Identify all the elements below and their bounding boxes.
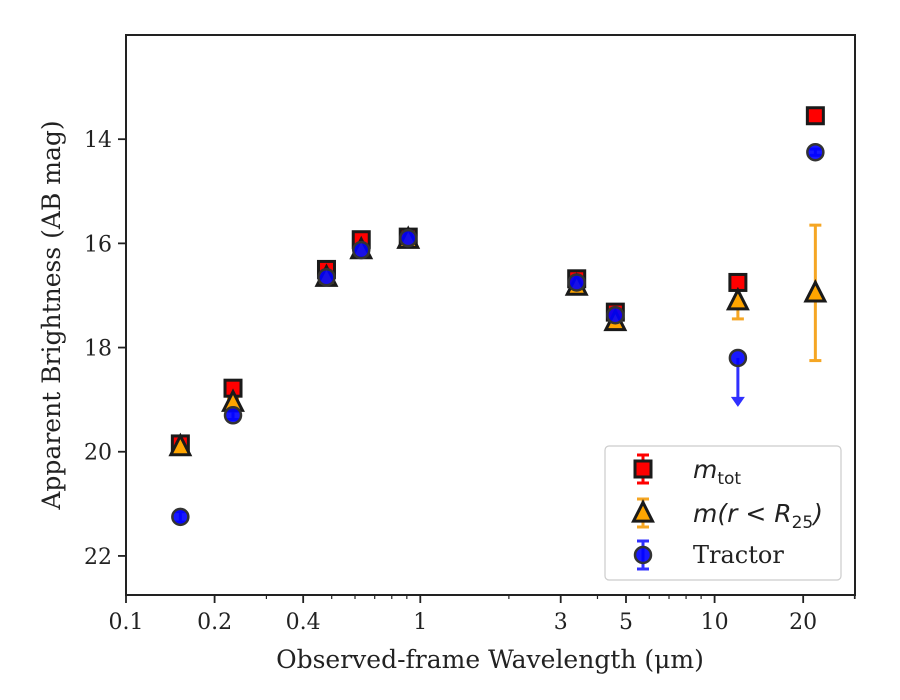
legend-tractor-circle <box>633 545 653 565</box>
legend-label-tractor: Tractor <box>693 541 784 569</box>
x-tick-label: 10 <box>701 610 729 635</box>
tractor-point-circle <box>398 228 418 248</box>
legend-label-mtot: mtot <box>693 455 741 489</box>
y-axis-ticks: 14 16 18 20 22 <box>84 128 126 570</box>
y-axis-title: Apparent Brightness (AB mag) <box>37 120 66 510</box>
x-tick-label: 5 <box>619 610 633 635</box>
y-tick-label: 14 <box>84 128 112 153</box>
y-tick-label: 18 <box>84 337 112 362</box>
x-axis-ticks: 0.1 0.2 0.4 1 3 5 10 20 <box>109 595 856 635</box>
x-tick-label: 0.4 <box>286 610 321 635</box>
x-axis-title: Observed-frame Wavelength (μm) <box>276 645 704 674</box>
tractor-point-circle <box>606 306 625 325</box>
mtot-point-square <box>805 106 825 126</box>
x-tick-label: 0.1 <box>109 610 144 635</box>
tractor-point-circle <box>806 142 825 162</box>
y-tick-label: 16 <box>84 232 112 257</box>
tractor-point-circle <box>728 348 748 368</box>
x-tick-label: 1 <box>413 610 427 635</box>
legend-entries: mtot m(r < R25) Tractor <box>631 453 823 571</box>
y-tick-label: 22 <box>84 545 112 570</box>
tractor-point-circle <box>567 273 586 292</box>
x-tick-label: 20 <box>789 610 817 635</box>
tractor-point-circle <box>223 406 243 425</box>
m-r25-point-triangle <box>725 286 750 311</box>
x-tick-label: 0.2 <box>197 610 232 635</box>
legend-mtot-square <box>633 459 653 479</box>
legend-box <box>604 445 842 581</box>
m-r25-point-triangle <box>168 432 193 457</box>
m-r25-point-triangle <box>803 279 828 303</box>
tractor-point-circle <box>317 267 336 287</box>
legend-label-m-r25: m(r < R25) <box>693 499 823 533</box>
legend: mtot m(r < R25) Tractor <box>604 445 842 581</box>
legend-m-r25-triangle <box>631 499 655 523</box>
data-markers <box>168 106 828 527</box>
plot-frame <box>125 34 856 596</box>
x-tick-label: 3 <box>554 610 568 635</box>
tractor-point-circle <box>171 507 190 527</box>
tractor-limit-arrow <box>730 396 745 407</box>
tractor-point-circle <box>351 240 371 260</box>
y-tick-label: 20 <box>84 441 112 466</box>
